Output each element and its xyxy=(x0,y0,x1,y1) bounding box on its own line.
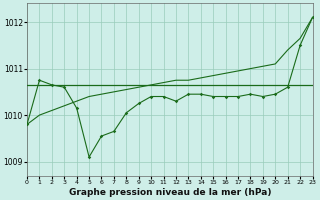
X-axis label: Graphe pression niveau de la mer (hPa): Graphe pression niveau de la mer (hPa) xyxy=(68,188,271,197)
